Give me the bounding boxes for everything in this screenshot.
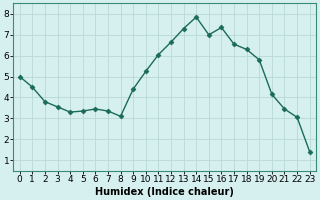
X-axis label: Humidex (Indice chaleur): Humidex (Indice chaleur)	[95, 187, 234, 197]
